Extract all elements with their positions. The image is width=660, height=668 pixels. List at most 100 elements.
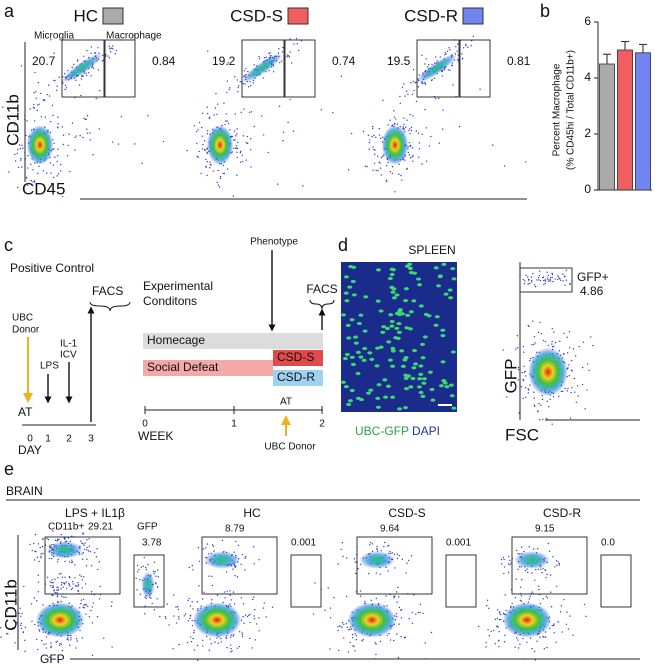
cell-dot: [442, 109, 444, 111]
cell: [405, 313, 411, 317]
cell-dot: [528, 598, 531, 600]
cell-dot: [36, 638, 38, 641]
cell-dot: [265, 56, 268, 59]
cell-dot: [382, 99, 384, 101]
cell-dot: [214, 107, 217, 109]
cell-dot: [557, 276, 560, 278]
cell-dot: [42, 98, 44, 101]
cell-dot: [375, 548, 378, 550]
cell-dot: [64, 538, 66, 540]
cell-dot: [50, 39, 52, 41]
cell-dot: [403, 128, 405, 131]
cell-dot: [40, 557, 42, 559]
cell-dot: [46, 537, 48, 540]
gate-value: 3.78: [142, 538, 162, 549]
cell-dot: [60, 572, 62, 575]
cell-dot: [144, 613, 146, 615]
cell-dot: [372, 169, 374, 171]
cell-dot: [244, 569, 246, 571]
cell-dot: [45, 643, 47, 645]
cell-dot: [411, 611, 413, 614]
cell-dot: [262, 134, 265, 136]
cell-dot: [458, 125, 461, 128]
cell-dot: [339, 625, 341, 628]
cell-dot: [246, 135, 249, 138]
cell-dot: [18, 612, 20, 615]
cell: [375, 346, 381, 350]
cell-dot: [550, 574, 552, 576]
cell-dot: [373, 657, 376, 660]
cell-dot: [519, 599, 522, 602]
cell-dot: [64, 560, 66, 563]
cell-dot: [60, 588, 62, 590]
cell-dot: [393, 553, 396, 556]
cell-dot: [361, 640, 363, 642]
cell-dot: [111, 646, 113, 648]
cell-dot: [403, 83, 405, 85]
cell-dot: [215, 92, 217, 95]
cell-dot: [232, 591, 235, 593]
cell-cloud: [2, 39, 165, 198]
cell-dot: [372, 127, 374, 130]
cell-dot: [82, 136, 84, 139]
cell-dot: [68, 576, 71, 578]
cell-dot: [34, 559, 36, 561]
cell-dot: [68, 133, 70, 135]
cell-dot: [51, 104, 54, 106]
cell-dot: [208, 117, 210, 120]
cell-dot: [527, 389, 530, 391]
cell-dot: [79, 134, 81, 137]
cell-dot: [81, 74, 83, 76]
cell-dot: [545, 576, 547, 579]
cell-dot: [43, 643, 45, 646]
cell-dot: [522, 278, 524, 281]
cell-dot: [29, 543, 31, 546]
cell-dot: [586, 363, 589, 365]
cell-dot: [542, 567, 544, 570]
tick-label: 2: [319, 419, 325, 430]
cell-dot: [134, 143, 136, 145]
cell-dot: [33, 597, 36, 599]
cell-dot: [226, 80, 228, 82]
cell-dot: [228, 89, 230, 91]
cell-dot: [569, 615, 571, 617]
cell-dot: [61, 195, 64, 198]
cell-dot: [191, 624, 194, 627]
gate-value: 4.86: [580, 284, 604, 298]
cell-dot: [352, 636, 354, 639]
cell-dot: [142, 565, 145, 567]
cell-dot: [424, 83, 427, 85]
legend-swatch: [102, 7, 124, 25]
cell-dot: [424, 81, 426, 84]
cell-dot: [425, 160, 428, 162]
cell-dot: [320, 109, 323, 111]
cell-cloud: [37, 572, 93, 597]
cell-dot: [226, 646, 228, 649]
cell-dot: [24, 158, 27, 160]
cell-dot: [272, 71, 275, 73]
cell-dot: [415, 130, 417, 132]
cell: [434, 315, 440, 319]
cell-dot: [37, 81, 40, 84]
cell-dot: [457, 43, 459, 45]
cell-dot: [258, 630, 260, 632]
cell-dot: [120, 116, 123, 118]
cell-dot: [354, 561, 356, 563]
cell-dot: [32, 106, 35, 109]
cell-dot: [242, 603, 245, 605]
cell-dot: [201, 598, 204, 600]
cell-dot: [192, 569, 194, 571]
cell-dot: [534, 342, 536, 344]
cell: [407, 327, 413, 331]
cell-dot: [472, 35, 474, 38]
gate: [290, 554, 322, 608]
cell-dot: [17, 149, 19, 151]
cell-dot: [559, 340, 561, 342]
cell-dot: [533, 397, 535, 399]
cell-dot: [215, 158, 218, 160]
cell-dot: [411, 147, 414, 149]
cell-dot: [226, 168, 229, 170]
cell-dot: [35, 97, 38, 99]
cell-dot: [107, 55, 109, 57]
